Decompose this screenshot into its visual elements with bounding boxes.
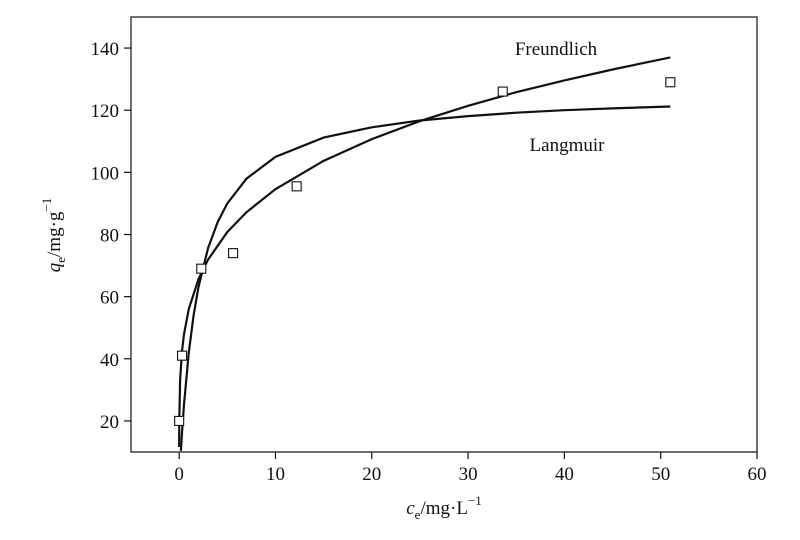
x-axis-label: ce/mg·L−1 [406,493,482,522]
x-tick-label: 30 [459,464,478,485]
x-label-sup: −1 [468,493,482,508]
curve-label: Freundlich [515,39,598,60]
data-point [497,86,508,97]
data-point [174,415,185,426]
x-tick-label: 10 [266,464,285,485]
x-label-unit: /mg·L [420,498,468,519]
y-tick-label: 120 [91,101,120,122]
y-label-sup: −1 [39,198,54,212]
data-point [176,350,188,361]
y-tick-label: 100 [91,163,120,184]
y-axis-label: qe/mg·g−1 [39,198,68,273]
x-tick-label: 0 [174,464,184,485]
y-tick-label: 60 [100,288,119,309]
fit-curve [179,105,671,451]
data-point [291,181,302,192]
y-tick-label: 140 [91,39,120,60]
y-tick-label: 80 [100,226,119,247]
x-tick-label: 40 [555,464,574,485]
y-label-var: q [44,262,65,272]
data-point [228,248,239,259]
x-tick-label: 60 [748,464,767,485]
x-tick-label: 20 [362,464,381,485]
x-tick-label: 50 [651,464,670,485]
y-label-unit: /mg·g [44,211,65,257]
data-point [196,263,207,274]
y-tick-label: 40 [100,350,119,371]
x-label-sub: e [415,507,421,522]
y-label-sub: e [53,257,68,263]
fit-curve [178,56,671,448]
curve-label: Langmuir [530,135,606,156]
data-point [665,77,676,88]
plot-area [178,56,671,451]
x-label-var: c [406,498,415,519]
y-tick-label: 20 [100,412,119,433]
